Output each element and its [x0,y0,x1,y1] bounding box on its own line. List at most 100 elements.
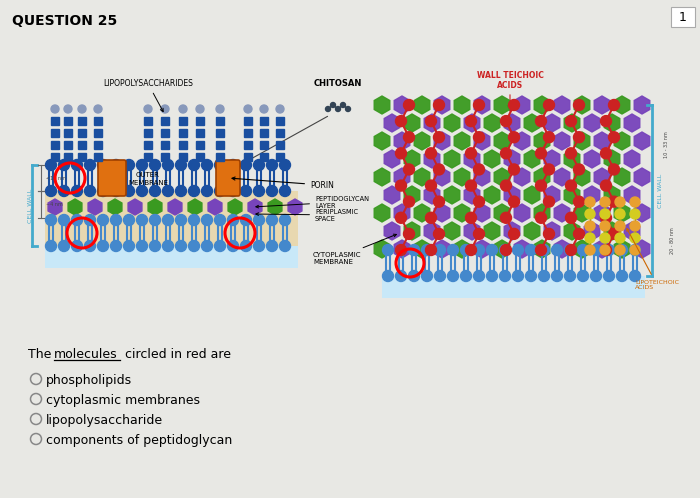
Circle shape [500,245,512,255]
Circle shape [267,159,277,170]
Circle shape [241,159,251,170]
Circle shape [538,245,550,255]
Circle shape [601,116,612,126]
Circle shape [630,245,640,255]
Circle shape [340,103,346,108]
Circle shape [188,241,199,251]
Text: 20 - 80 nm: 20 - 80 nm [669,227,675,254]
Circle shape [395,148,407,159]
Circle shape [603,270,615,281]
Circle shape [601,180,612,191]
Circle shape [500,180,512,191]
Circle shape [615,197,625,207]
Circle shape [486,270,498,281]
Circle shape [461,270,472,281]
Bar [45,191,298,246]
Circle shape [97,215,108,226]
Text: cytoplasmic membranes: cytoplasmic membranes [46,394,200,407]
Circle shape [426,148,437,159]
Circle shape [591,245,601,255]
Circle shape [202,215,213,226]
Circle shape [573,229,584,240]
Circle shape [538,270,550,281]
Circle shape [473,270,484,281]
Circle shape [600,197,610,207]
Text: QUESTION 25: QUESTION 25 [12,14,118,28]
Circle shape [403,132,414,143]
Circle shape [64,105,72,113]
Circle shape [253,159,265,170]
Circle shape [543,164,554,175]
Circle shape [214,241,225,251]
Circle shape [508,100,519,111]
Circle shape [433,229,444,240]
Circle shape [176,241,186,251]
Circle shape [526,245,536,255]
Circle shape [395,245,407,255]
Circle shape [71,241,83,251]
Circle shape [585,245,595,255]
Circle shape [46,185,57,197]
Circle shape [136,215,148,226]
Circle shape [123,215,134,226]
Circle shape [473,196,484,207]
Circle shape [409,270,419,281]
Circle shape [214,215,225,226]
Circle shape [403,196,414,207]
Circle shape [500,116,512,126]
Text: CELL WALL: CELL WALL [27,188,32,223]
Circle shape [461,245,472,255]
Circle shape [228,159,239,170]
Circle shape [123,185,134,197]
Circle shape [267,215,277,226]
Circle shape [346,107,351,112]
Circle shape [617,270,627,281]
Circle shape [426,116,437,126]
Circle shape [447,270,458,281]
Circle shape [630,197,640,207]
Circle shape [253,241,265,251]
Circle shape [150,241,160,251]
Circle shape [426,245,437,255]
Circle shape [85,241,95,251]
Circle shape [601,148,612,159]
Circle shape [214,159,225,170]
Circle shape [123,241,134,251]
Circle shape [486,245,498,255]
Circle shape [279,241,290,251]
Circle shape [564,270,575,281]
Circle shape [435,245,445,255]
Circle shape [426,180,437,191]
Circle shape [228,185,239,197]
Circle shape [566,180,577,191]
Circle shape [253,185,265,197]
Circle shape [144,105,152,113]
Circle shape [466,245,477,255]
Circle shape [403,100,414,111]
Circle shape [214,185,225,197]
Circle shape [473,245,484,255]
Circle shape [279,159,290,170]
Circle shape [46,159,57,170]
Circle shape [543,229,554,240]
Circle shape [97,159,108,170]
Circle shape [573,196,584,207]
Circle shape [508,196,519,207]
Circle shape [512,270,524,281]
Circle shape [335,107,340,112]
Text: OUTER
MEMBRANE: OUTER MEMBRANE [128,172,168,186]
Circle shape [202,159,213,170]
Circle shape [552,245,563,255]
Circle shape [536,180,547,191]
Circle shape [500,245,510,255]
Text: LIPOPOLYSACCHARIDES: LIPOPOLYSACCHARIDES [103,79,193,112]
Circle shape [395,245,407,255]
Circle shape [228,215,239,226]
Circle shape [600,221,610,231]
Circle shape [202,241,213,251]
Circle shape [176,215,186,226]
Circle shape [466,212,477,223]
Circle shape [94,105,102,113]
Circle shape [615,209,625,219]
Circle shape [279,185,290,197]
